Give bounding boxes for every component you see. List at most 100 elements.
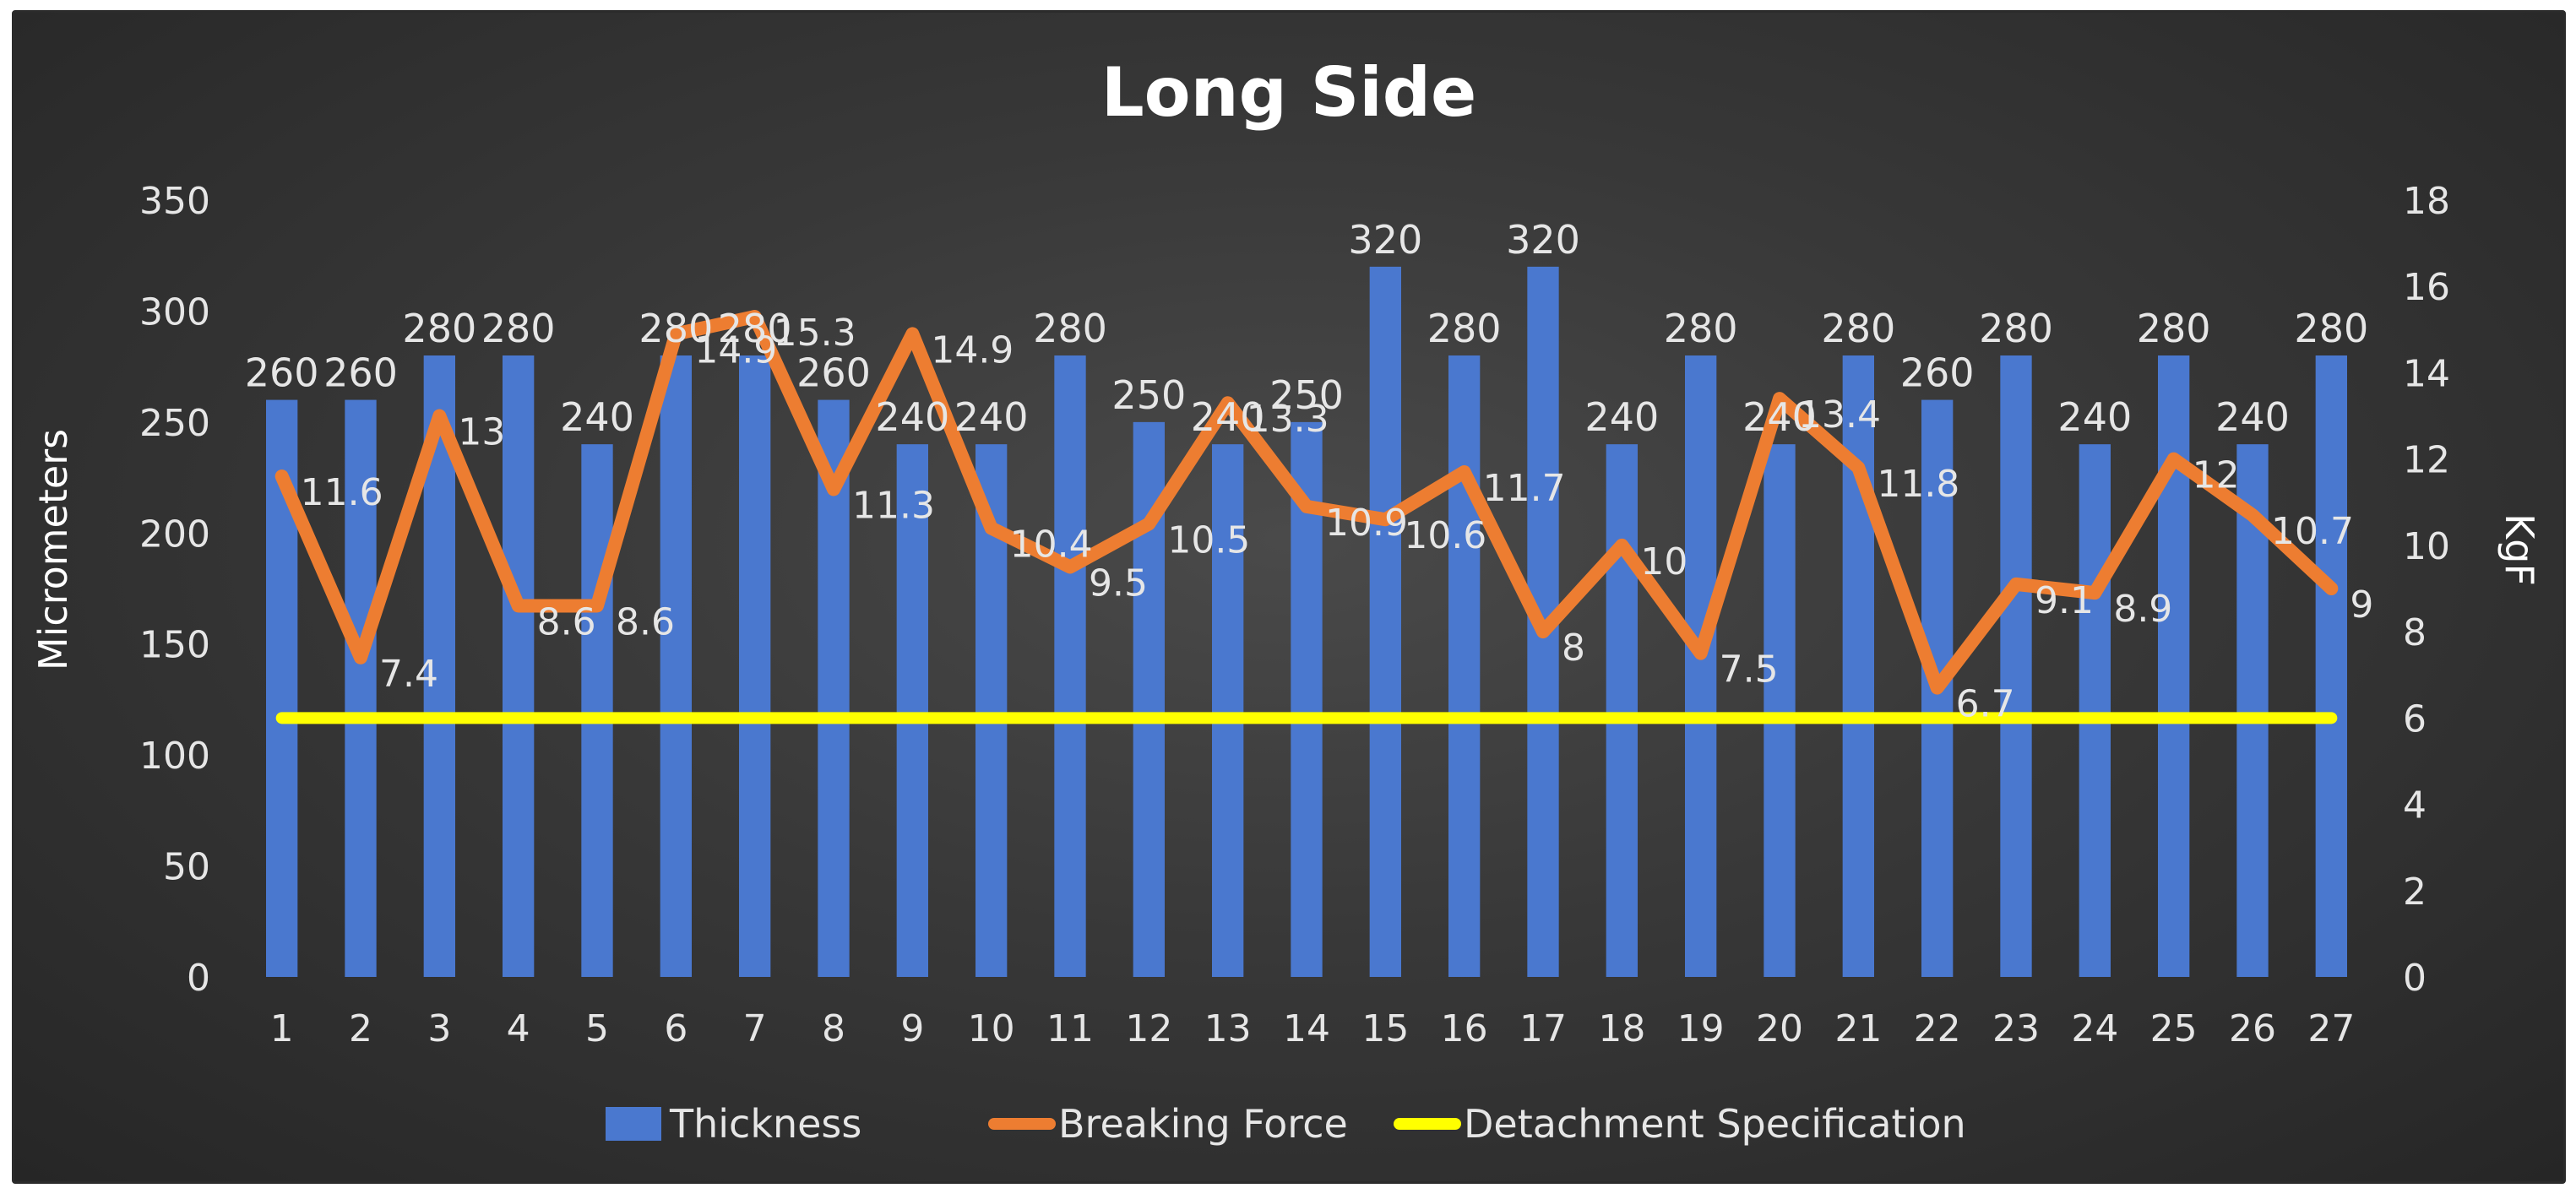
thickness-bar xyxy=(1369,266,1401,977)
x-tick-label: 25 xyxy=(2150,1007,2198,1050)
thickness-value-label: 260 xyxy=(323,350,398,396)
x-tick-label: 10 xyxy=(968,1007,1015,1050)
legend-label: Detachment Specification xyxy=(1464,1101,1966,1147)
legend: Thickness Breaking Force Detachment Specif… xyxy=(606,1101,1966,1147)
thickness-value-label: 240 xyxy=(2215,394,2290,440)
thickness-value-label: 260 xyxy=(245,350,319,396)
x-tick-label: 16 xyxy=(1441,1007,1488,1050)
y2-tick-label: 10 xyxy=(2403,525,2450,568)
thickness-value-label: 280 xyxy=(718,306,792,351)
x-tick-label: 15 xyxy=(1361,1007,1409,1050)
breaking-force-value-label: 7.5 xyxy=(1720,648,1779,692)
thickness-value-label: 240 xyxy=(875,394,949,440)
breaking-force-value-label: 10.5 xyxy=(1167,518,1250,562)
x-tick-label: 20 xyxy=(1756,1007,1803,1050)
thickness-bar xyxy=(345,399,377,978)
thickness-bar xyxy=(2000,355,2032,977)
breaking-force-value-label: 9.5 xyxy=(1089,562,1148,605)
breaking-force-value-label: 13.3 xyxy=(1247,398,1329,441)
thickness-bar xyxy=(896,444,928,977)
y2-axis-label: KgF xyxy=(2497,513,2542,586)
y2-tick-label: 18 xyxy=(2403,180,2450,223)
x-tick-label: 17 xyxy=(1519,1007,1567,1050)
x-tick-label: 21 xyxy=(1834,1007,1882,1050)
thickness-bar xyxy=(581,444,613,977)
x-tick-label: 7 xyxy=(743,1007,767,1050)
x-tick-label: 6 xyxy=(664,1007,687,1050)
y2-tick-label: 12 xyxy=(2403,439,2450,482)
thickness-bar xyxy=(1054,355,1086,977)
y-tick-label: 250 xyxy=(139,402,210,445)
y2-tick-label: 2 xyxy=(2403,871,2427,914)
legend-label: Thickness xyxy=(669,1101,861,1147)
thickness-value-label: 240 xyxy=(1191,394,1265,440)
breaking-force-value-label: 12 xyxy=(2193,454,2240,497)
legend-label: Breaking Force xyxy=(1058,1101,1348,1147)
x-tick-label: 22 xyxy=(1914,1007,1961,1050)
y-tick-label: 50 xyxy=(163,846,210,889)
x-tick-label: 26 xyxy=(2229,1007,2276,1050)
thickness-value-label: 280 xyxy=(639,306,713,351)
thickness-value-label: 240 xyxy=(1742,394,1817,440)
breaking-force-value-label: 13.4 xyxy=(1798,393,1881,437)
thickness-value-label: 320 xyxy=(1506,217,1580,263)
legend-swatch-thickness xyxy=(606,1107,661,1141)
thickness-bar xyxy=(2158,355,2190,977)
breaking-force-value-label: 9.1 xyxy=(2035,579,2094,622)
thickness-value-label: 280 xyxy=(402,306,476,351)
thickness-value-label: 260 xyxy=(1900,350,1975,396)
thickness-bar xyxy=(1842,355,1874,977)
x-tick-label: 12 xyxy=(1125,1007,1172,1050)
y-axis-label: Micrometers xyxy=(30,429,76,670)
x-tick-label: 3 xyxy=(427,1007,451,1050)
thickness-bar xyxy=(739,355,771,977)
breaking-force-value-label: 8 xyxy=(1562,627,1585,670)
y2-tick-label: 0 xyxy=(2403,957,2427,1000)
breaking-force-value-label: 10 xyxy=(1640,540,1687,583)
y-tick-label: 350 xyxy=(139,180,210,223)
thickness-value-label: 280 xyxy=(1821,306,1895,351)
thickness-bar xyxy=(2079,444,2111,977)
breaking-force-value-label: 11.3 xyxy=(852,484,935,527)
thickness-value-label: 280 xyxy=(1427,306,1502,351)
chart-panel: Long Side Micrometers KgF 260 260 280 280 24… xyxy=(12,10,2566,1184)
thickness-bar xyxy=(660,355,692,977)
thickness-bar xyxy=(1212,444,1244,977)
thickness-bar xyxy=(1764,444,1796,977)
breaking-force-value-label: 10.9 xyxy=(1325,502,1408,545)
thickness-bar xyxy=(1685,355,1717,977)
thickness-value-label: 240 xyxy=(1584,394,1659,440)
y-tick-label: 100 xyxy=(139,735,210,778)
breaking-force-value-label: 11.8 xyxy=(1877,463,1959,506)
x-tick-label: 18 xyxy=(1598,1007,1645,1050)
thickness-value-label: 240 xyxy=(954,394,1029,440)
breaking-force-value-label: 7.4 xyxy=(379,653,438,696)
breaking-force-value-label: 14.9 xyxy=(694,328,777,372)
thickness-value-label: 280 xyxy=(1664,306,1738,351)
y2-tick-label: 4 xyxy=(2403,784,2427,827)
thickness-value-label: 280 xyxy=(1033,306,1107,351)
breaking-force-value-label: 10.4 xyxy=(1010,523,1093,566)
x-tick-label: 1 xyxy=(270,1007,294,1050)
thickness-value-label: 260 xyxy=(796,350,871,396)
y2-tick-label: 8 xyxy=(2403,611,2427,654)
y2-tick-label: 16 xyxy=(2403,266,2450,309)
x-tick-label: 8 xyxy=(822,1007,845,1050)
thickness-value-label: 280 xyxy=(1979,306,2053,351)
x-tick-label: 2 xyxy=(349,1007,372,1050)
thickness-bar xyxy=(1448,355,1481,977)
x-tick-label: 19 xyxy=(1677,1007,1725,1050)
chart-title: Long Side xyxy=(1101,53,1477,132)
breaking-force-value-label: 11.7 xyxy=(1483,467,1566,510)
x-tick-label: 11 xyxy=(1046,1007,1094,1050)
line-series xyxy=(274,310,2339,724)
y2-tick-label: 6 xyxy=(2403,697,2427,741)
y-tick-label: 0 xyxy=(187,957,210,1000)
breaking-force-value-label: 10.6 xyxy=(1404,514,1486,557)
x-tick-label: 4 xyxy=(507,1007,530,1050)
thickness-bar xyxy=(1606,444,1638,977)
